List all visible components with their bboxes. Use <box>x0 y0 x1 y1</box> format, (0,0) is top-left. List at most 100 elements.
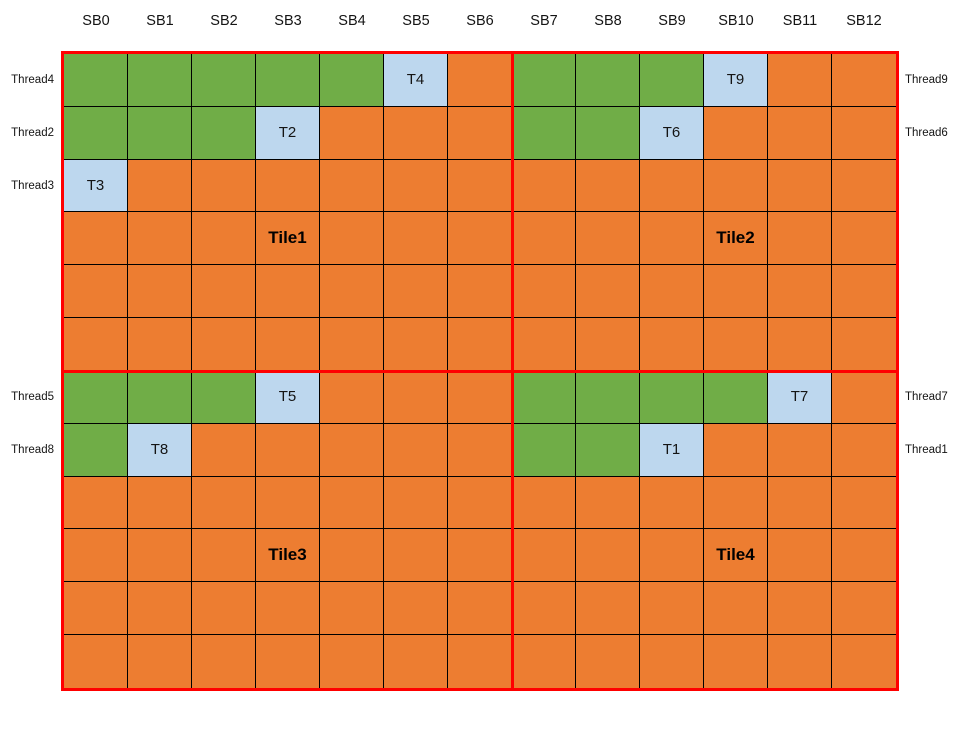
left-thread-labels: Thread4 Thread2 Thread3 Thread5 Thread8 <box>0 54 57 688</box>
grid-cell <box>320 635 384 688</box>
grid-cell <box>448 582 512 636</box>
grid-cell <box>448 529 512 583</box>
grid-cell <box>64 54 128 107</box>
grid-cell <box>320 159 384 213</box>
grid-cell <box>512 635 576 688</box>
grid-cell: Tile3 <box>256 529 320 583</box>
grid-cell <box>640 476 704 530</box>
grid-cell <box>192 370 256 424</box>
grid-cell <box>576 370 640 424</box>
grid-cell <box>384 318 448 371</box>
grid-cell <box>704 476 768 530</box>
grid-cell <box>448 265 512 319</box>
grid-cell <box>256 476 320 530</box>
grid-cell <box>320 529 384 583</box>
grid-cell <box>704 582 768 636</box>
grid-cell <box>384 265 448 319</box>
grid-cell <box>640 318 704 371</box>
grid-cell <box>128 159 192 213</box>
grid-cell <box>448 318 512 371</box>
grid-cell <box>576 582 640 636</box>
grid-cell <box>192 159 256 213</box>
grid-cell <box>64 265 128 319</box>
tile-divider-horizontal <box>61 370 899 373</box>
grid-cell <box>384 476 448 530</box>
grid-cell <box>832 265 896 319</box>
grid-cell <box>384 635 448 688</box>
column-header: SB2 <box>210 13 238 29</box>
column-header: SB7 <box>530 13 558 29</box>
grid-cell <box>320 54 384 107</box>
grid-cell <box>320 476 384 530</box>
grid-cell <box>768 265 832 319</box>
grid-cell <box>320 212 384 266</box>
grid-cell <box>384 159 448 213</box>
grid-cell <box>768 318 832 371</box>
grid-cell <box>192 106 256 160</box>
grid-cell <box>832 54 896 107</box>
grid-cell <box>256 635 320 688</box>
grid-cell <box>256 423 320 477</box>
grid-cell <box>640 529 704 583</box>
grid-cell <box>64 318 128 371</box>
grid-cell <box>448 159 512 213</box>
tile-label: Tile3 <box>268 545 307 565</box>
tile-label: Tile4 <box>716 545 755 565</box>
grid-cell <box>832 582 896 636</box>
column-header: SB5 <box>402 13 430 29</box>
column-header: SB11 <box>782 13 818 29</box>
row-label-left: Thread8 <box>11 444 54 457</box>
grid-cell <box>128 529 192 583</box>
grid-cell <box>128 54 192 107</box>
grid-cell: Tile1 <box>256 212 320 266</box>
grid-cell <box>192 318 256 371</box>
cell-grid: T4 T9 T2 T6 T3 Tile1 Tile2 T5 T7 T8 T1 Tile3 Tile4 <box>64 54 896 688</box>
grid-cell <box>832 159 896 213</box>
grid-cell <box>256 318 320 371</box>
grid-cell <box>768 54 832 107</box>
grid-cell <box>128 635 192 688</box>
grid-cell <box>320 106 384 160</box>
grid-cell <box>320 265 384 319</box>
grid-cell <box>768 423 832 477</box>
grid-cell <box>576 423 640 477</box>
grid-cell <box>384 529 448 583</box>
grid-cell <box>768 106 832 160</box>
grid-cell <box>64 370 128 424</box>
grid-cell <box>704 159 768 213</box>
grid-cell <box>64 423 128 477</box>
grid-cell <box>128 318 192 371</box>
grid-cell <box>832 635 896 688</box>
grid-cell <box>640 159 704 213</box>
grid-cell <box>704 265 768 319</box>
grid-cell <box>256 159 320 213</box>
grid-cell <box>512 106 576 160</box>
grid-cell <box>384 370 448 424</box>
grid-cell <box>576 476 640 530</box>
grid-cell <box>512 529 576 583</box>
grid-cell <box>832 106 896 160</box>
grid-cell <box>448 423 512 477</box>
task-cell: T4 <box>384 54 448 107</box>
grid-cell <box>192 635 256 688</box>
grid-cell <box>320 318 384 371</box>
grid-cell <box>448 476 512 530</box>
grid-cell <box>448 212 512 266</box>
grid-cell <box>128 582 192 636</box>
task-cell: T2 <box>256 106 320 160</box>
grid-cell <box>64 582 128 636</box>
grid-cell <box>768 476 832 530</box>
grid-cell <box>640 265 704 319</box>
grid-cell <box>192 529 256 583</box>
grid-cell <box>704 423 768 477</box>
tile-grid: T4 T9 T2 T6 T3 Tile1 Tile2 T5 T7 T8 T1 Tile3 Tile4 <box>61 51 899 691</box>
tile-label: Tile2 <box>716 228 755 248</box>
column-header: SB6 <box>466 13 494 29</box>
grid-cell <box>512 212 576 266</box>
grid-cell <box>832 318 896 371</box>
grid-cell <box>64 106 128 160</box>
row-label-right: Thread7 <box>905 391 948 404</box>
column-header: SB1 <box>146 13 174 29</box>
grid-cell <box>576 529 640 583</box>
